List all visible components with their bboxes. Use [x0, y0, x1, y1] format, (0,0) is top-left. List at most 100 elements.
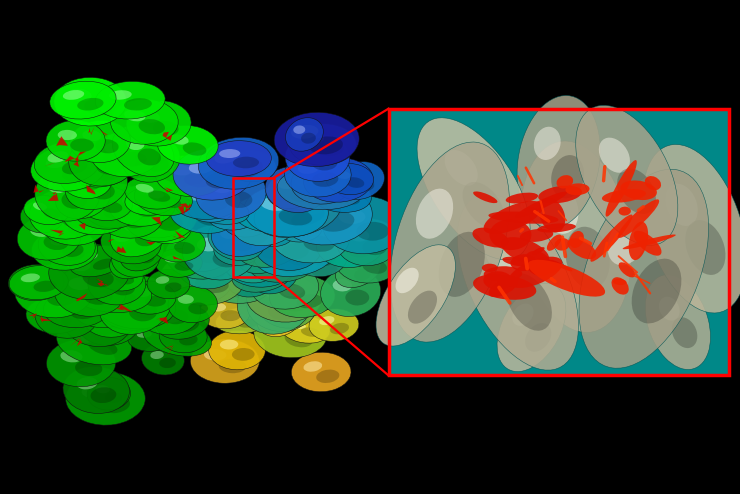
Ellipse shape [289, 247, 321, 265]
Ellipse shape [124, 219, 141, 232]
Ellipse shape [290, 322, 306, 329]
Ellipse shape [96, 313, 117, 322]
Ellipse shape [90, 387, 116, 403]
Bar [388, 109, 729, 375]
Ellipse shape [90, 315, 110, 326]
Ellipse shape [295, 226, 314, 236]
Ellipse shape [125, 187, 175, 215]
Ellipse shape [155, 276, 169, 284]
Ellipse shape [281, 305, 304, 319]
Ellipse shape [106, 268, 121, 276]
Ellipse shape [160, 252, 245, 305]
Ellipse shape [269, 295, 288, 307]
Ellipse shape [611, 277, 629, 294]
Ellipse shape [96, 159, 123, 175]
Ellipse shape [311, 179, 371, 212]
Ellipse shape [105, 392, 122, 403]
Ellipse shape [565, 183, 590, 195]
Ellipse shape [184, 173, 212, 187]
Ellipse shape [528, 260, 605, 296]
Ellipse shape [255, 263, 283, 277]
Ellipse shape [246, 247, 261, 256]
Ellipse shape [88, 339, 118, 355]
Ellipse shape [173, 233, 230, 272]
Ellipse shape [297, 294, 323, 308]
Ellipse shape [525, 323, 551, 352]
Ellipse shape [576, 105, 678, 246]
Ellipse shape [190, 339, 260, 383]
Ellipse shape [244, 263, 263, 274]
Ellipse shape [8, 265, 64, 301]
Ellipse shape [355, 178, 374, 191]
Ellipse shape [299, 240, 318, 252]
Ellipse shape [303, 158, 373, 202]
Ellipse shape [113, 231, 132, 242]
Ellipse shape [196, 168, 266, 219]
Ellipse shape [206, 141, 272, 176]
Ellipse shape [336, 194, 360, 205]
Ellipse shape [568, 238, 596, 259]
Polygon shape [75, 152, 87, 162]
Ellipse shape [619, 262, 635, 278]
Ellipse shape [254, 310, 327, 358]
Polygon shape [73, 158, 80, 167]
Ellipse shape [189, 275, 206, 284]
Polygon shape [146, 242, 156, 245]
Ellipse shape [124, 212, 150, 228]
Ellipse shape [390, 142, 510, 342]
Ellipse shape [323, 187, 342, 195]
Ellipse shape [232, 348, 255, 361]
Bar [233, 178, 274, 277]
Ellipse shape [163, 309, 189, 324]
Ellipse shape [126, 240, 149, 254]
Ellipse shape [78, 306, 138, 345]
Ellipse shape [232, 214, 248, 222]
Ellipse shape [241, 226, 269, 245]
Ellipse shape [303, 173, 323, 183]
Ellipse shape [260, 297, 279, 309]
Ellipse shape [81, 177, 101, 190]
Ellipse shape [202, 266, 225, 280]
Ellipse shape [194, 197, 249, 224]
Ellipse shape [316, 370, 340, 383]
Ellipse shape [44, 235, 69, 250]
Ellipse shape [140, 206, 160, 217]
Ellipse shape [95, 385, 110, 393]
Ellipse shape [285, 133, 350, 181]
Polygon shape [115, 305, 124, 310]
Ellipse shape [204, 270, 270, 303]
Ellipse shape [326, 164, 374, 195]
Polygon shape [48, 192, 58, 201]
Ellipse shape [270, 238, 296, 251]
Ellipse shape [249, 257, 298, 294]
Ellipse shape [50, 313, 73, 326]
Polygon shape [56, 136, 68, 146]
Ellipse shape [633, 231, 662, 256]
Ellipse shape [335, 253, 380, 288]
Ellipse shape [232, 237, 253, 251]
Ellipse shape [298, 199, 328, 214]
Ellipse shape [278, 284, 305, 299]
Ellipse shape [31, 145, 106, 191]
Ellipse shape [165, 283, 181, 292]
Ellipse shape [215, 149, 239, 164]
Ellipse shape [147, 337, 165, 345]
Polygon shape [87, 185, 95, 195]
Ellipse shape [92, 208, 119, 225]
Ellipse shape [110, 203, 131, 215]
Ellipse shape [316, 181, 340, 195]
Ellipse shape [206, 207, 225, 216]
Ellipse shape [356, 222, 389, 241]
Ellipse shape [195, 252, 222, 269]
Ellipse shape [316, 221, 385, 268]
Ellipse shape [169, 134, 189, 145]
Ellipse shape [59, 160, 112, 199]
Ellipse shape [47, 288, 78, 306]
Ellipse shape [71, 307, 97, 319]
Ellipse shape [215, 307, 271, 334]
Ellipse shape [164, 255, 180, 262]
Ellipse shape [76, 199, 98, 212]
Ellipse shape [226, 313, 244, 320]
Ellipse shape [212, 202, 283, 256]
Ellipse shape [408, 290, 437, 324]
